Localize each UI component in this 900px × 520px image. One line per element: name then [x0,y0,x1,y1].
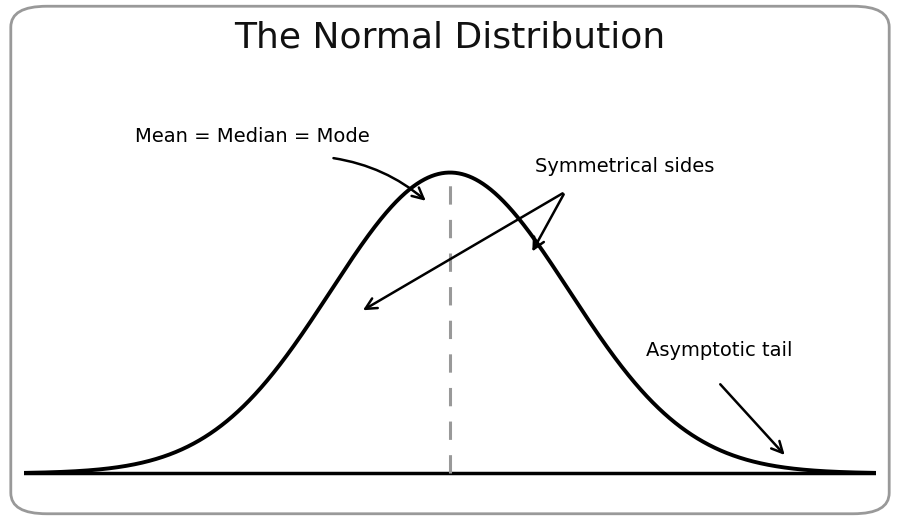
Text: Symmetrical sides: Symmetrical sides [536,157,715,176]
Text: Mean = Median = Mode: Mean = Median = Mode [135,127,370,146]
Text: Asymptotic tail: Asymptotic tail [646,341,793,360]
Title: The Normal Distribution: The Normal Distribution [234,20,666,54]
